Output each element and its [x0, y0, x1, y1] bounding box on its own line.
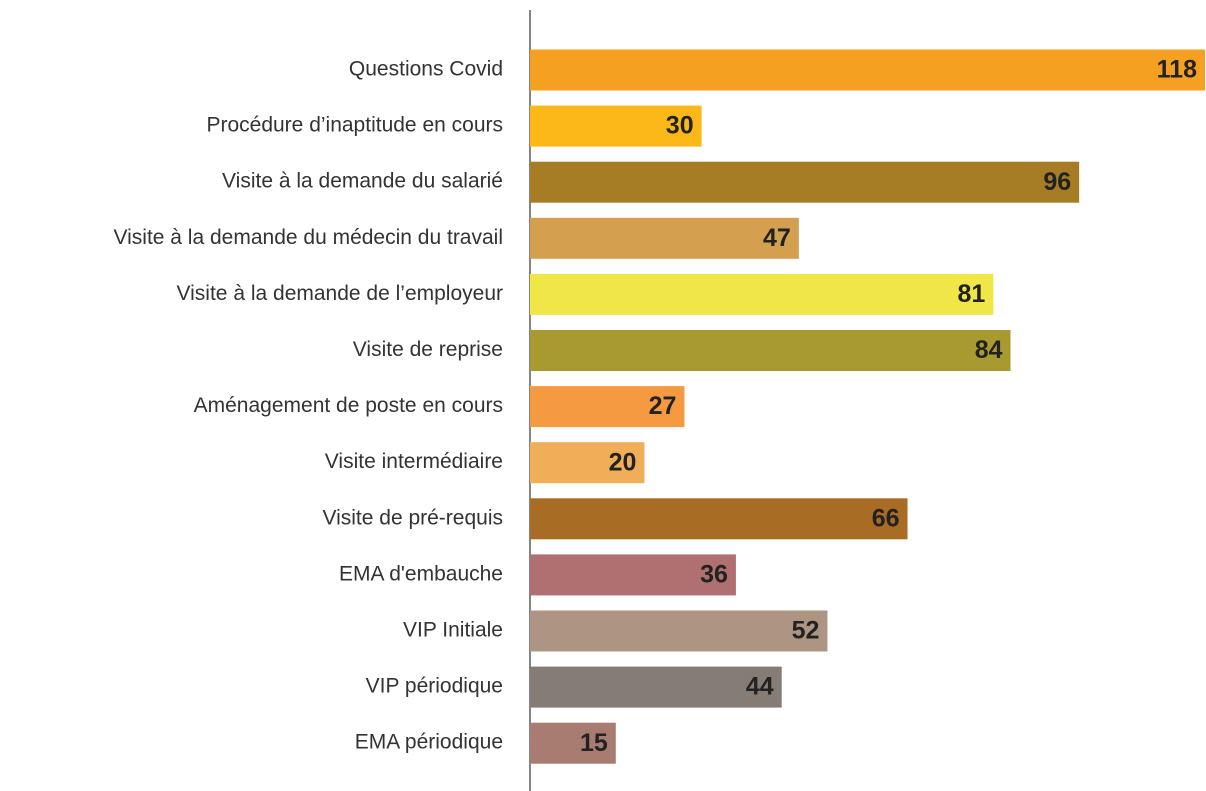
value-label: 47: [763, 224, 791, 252]
bar: [530, 554, 736, 596]
value-label: 44: [746, 673, 774, 701]
bar: [530, 666, 782, 708]
category-label: Visite intermédiaire: [325, 450, 503, 473]
category-label: VIP périodique: [366, 675, 503, 698]
bar: [530, 442, 645, 484]
bar: [530, 610, 828, 652]
category-label: Visite à la demande du salarié: [222, 170, 503, 193]
bar: [530, 386, 685, 428]
value-label: 27: [649, 392, 677, 420]
value-label: 96: [1043, 168, 1071, 196]
bar: [530, 49, 1205, 91]
category-label: Visite à la demande du médecin du travai…: [113, 226, 503, 249]
value-label: 52: [792, 617, 820, 645]
bar: [530, 161, 1080, 203]
category-label: EMA d'embauche: [339, 562, 503, 585]
value-label: 66: [872, 504, 900, 532]
value-label: 36: [700, 561, 728, 589]
bar: [530, 330, 1011, 371]
category-label: Questions Covid: [349, 58, 503, 81]
value-label: 81: [958, 280, 986, 308]
bar: [530, 498, 908, 540]
value-label: 30: [666, 112, 694, 140]
bar: [530, 217, 799, 259]
bar: [530, 105, 702, 147]
category-label: EMA périodique: [355, 731, 503, 754]
bar: [530, 722, 616, 764]
category-label: Visite de reprise: [353, 338, 503, 361]
category-label: Visite de pré-requis: [322, 506, 503, 529]
value-label: 15: [580, 729, 608, 757]
category-label: VIP Initiale: [403, 619, 503, 642]
category-label: Procédure d’inaptitude en cours: [206, 114, 503, 137]
value-label: 118: [1157, 56, 1197, 84]
value-label: 20: [609, 448, 637, 476]
value-label: 84: [975, 336, 1003, 364]
category-label: Visite à la demande de l’employeur: [177, 282, 503, 305]
category-label: Aménagement de poste en cours: [194, 394, 503, 417]
bar: [530, 273, 994, 315]
